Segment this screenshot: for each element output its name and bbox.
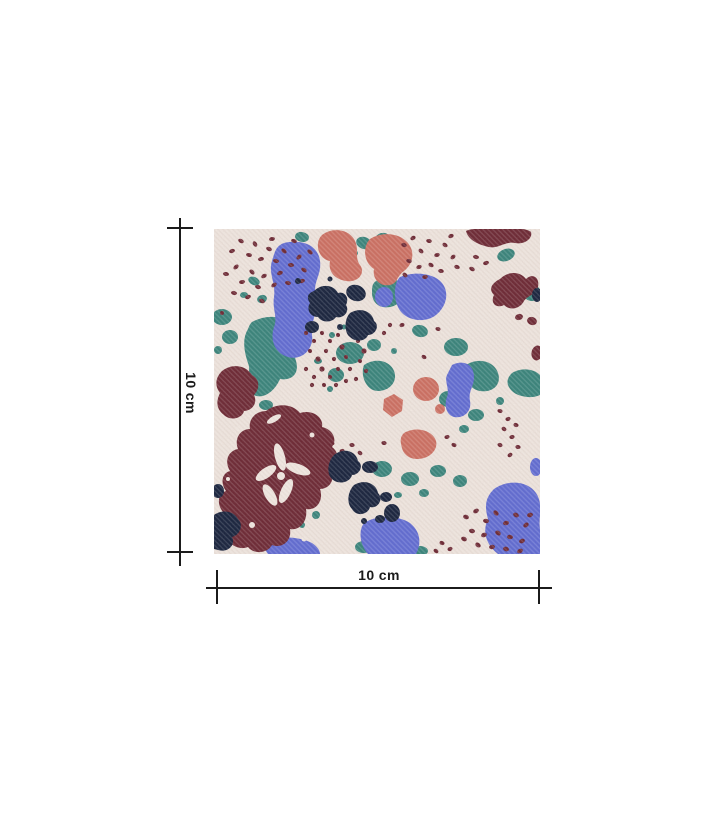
horizontal-dimension-tick-left — [216, 570, 218, 604]
vertical-dimension-tick-top — [167, 227, 193, 229]
vertical-dimension-label: 10 cm — [183, 372, 199, 414]
fabric-swatch-image[interactable] — [214, 229, 540, 554]
fabric-swatch-svg — [214, 229, 540, 554]
vertical-dimension-tick-bottom — [167, 551, 193, 553]
fabric-grain-texture — [214, 229, 540, 554]
horizontal-dimension-label: 10 cm — [358, 567, 400, 583]
horizontal-dimension-tick-right — [538, 570, 540, 604]
horizontal-dimension-line — [206, 587, 552, 589]
vertical-dimension-line — [179, 218, 181, 566]
